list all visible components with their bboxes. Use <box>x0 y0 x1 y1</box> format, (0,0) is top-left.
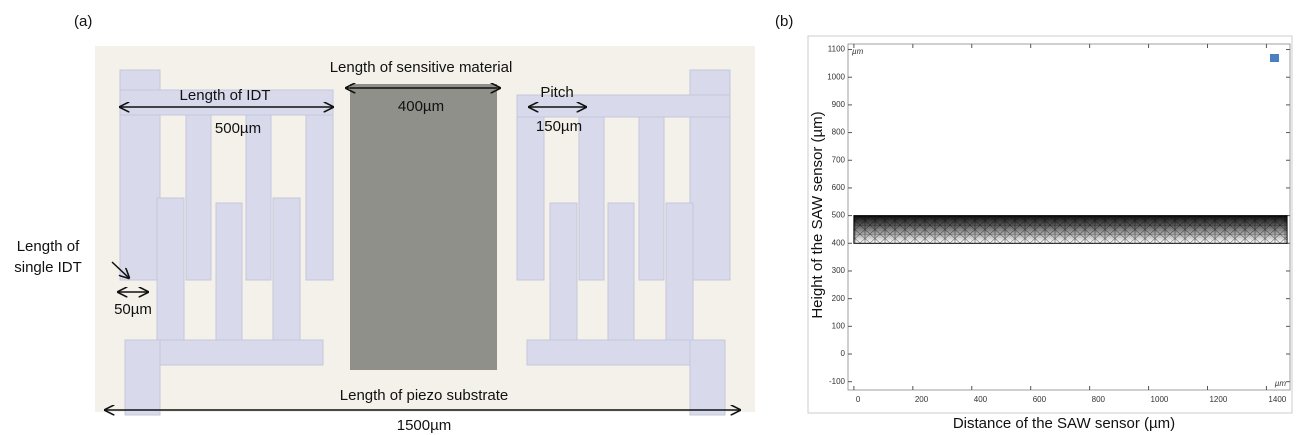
y-tick-label: 1000 <box>827 72 845 81</box>
x-tick-label: 800 <box>1092 395 1106 404</box>
unit-label: µm <box>1275 379 1287 388</box>
panel-label: (a) <box>74 13 92 30</box>
x-tick-label: 1200 <box>1209 395 1227 404</box>
y-tick-label: 800 <box>832 128 846 137</box>
x-axis-label: Distance of the SAW sensor (µm) <box>953 415 1175 432</box>
panel-label: (b) <box>775 13 793 30</box>
y-tick-label: 300 <box>832 266 846 275</box>
y-tick-label: 600 <box>832 183 846 192</box>
label: 150µm <box>536 118 582 135</box>
label: Length of sensitive material <box>330 59 513 76</box>
icon <box>1270 54 1279 62</box>
label: Length of piezo substrate <box>340 387 508 404</box>
y-tick-label: 400 <box>832 238 846 247</box>
label: Length of IDT <box>180 87 271 104</box>
figure: (a) Length of IDT 500µm Length of sensit… <box>0 0 1297 435</box>
x-tick-label: 400 <box>974 395 988 404</box>
x-tick-label: 200 <box>915 395 929 404</box>
x-tick-label: 1000 <box>1151 395 1169 404</box>
y-tick-label: 900 <box>832 100 846 109</box>
y-tick-label: 100 <box>832 321 846 330</box>
label: 500µm <box>215 120 261 137</box>
label: Pitch <box>540 84 573 101</box>
y-tick-label: 1100 <box>828 45 846 54</box>
label: Length of <box>17 238 80 255</box>
y-axis-label: Height of the SAW sensor (µm) <box>809 111 826 318</box>
x-tick-label: 1400 <box>1268 395 1286 404</box>
label: 50µm <box>114 301 152 318</box>
y-tick-label: 500 <box>832 211 846 220</box>
y-tick-label: 200 <box>832 294 846 303</box>
y-tick-label: 700 <box>832 155 846 164</box>
unit-label: µm <box>852 47 864 56</box>
x-tick-label: 0 <box>856 395 861 404</box>
x-tick-label: 600 <box>1033 395 1047 404</box>
y-tick-label: -100 <box>829 377 846 386</box>
label: 400µm <box>398 98 444 115</box>
y-tick-label: 0 <box>841 349 846 358</box>
sensitive-material <box>350 84 497 370</box>
label: single IDT <box>14 259 82 276</box>
label: 1500µm <box>397 417 452 434</box>
mesh-density <box>854 216 1287 244</box>
